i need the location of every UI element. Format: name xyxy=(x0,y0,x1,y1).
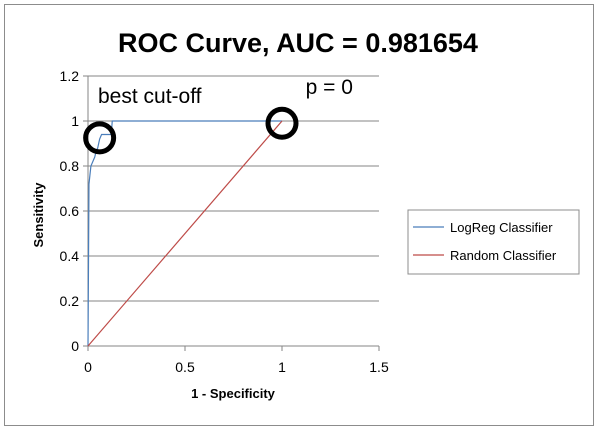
y-tick-label: 0.6 xyxy=(60,203,80,219)
chart-title: ROC Curve, AUC = 0.981654 xyxy=(118,28,478,58)
roc-chart: ROC Curve, AUC = 0.981654 0 0.5 1 1.5 00.20… xyxy=(4,4,594,426)
annotations: best cut-off p = 0 xyxy=(83,76,353,155)
y-tick-label: 1 xyxy=(71,113,79,129)
marker-best-cutoff xyxy=(83,121,117,155)
x-tick-label: 0 xyxy=(84,359,92,375)
series-line-1 xyxy=(87,120,283,347)
annotation-label: best cut-off xyxy=(98,85,202,108)
legend: LogReg Classifier Random Classifier xyxy=(407,209,580,275)
marker-p-zero xyxy=(265,106,299,140)
legend-box xyxy=(407,209,580,275)
y-tick-label: 0.8 xyxy=(60,158,80,174)
annotation-label: p = 0 xyxy=(306,76,353,99)
legend-label-logreg: LogReg Classifier xyxy=(450,220,553,235)
x-tick-label: 0.5 xyxy=(175,359,195,375)
x-tick-labels: 0 0.5 1 1.5 xyxy=(84,359,389,375)
y-tick-label: 0.2 xyxy=(60,293,80,309)
x-tick-label: 1.5 xyxy=(369,359,389,375)
y-tick-label: 0 xyxy=(71,338,79,354)
legend-label-random: Random Classifier xyxy=(450,248,557,263)
y-tick-label: 0.4 xyxy=(60,248,80,264)
x-axis-label: 1 - Specificity xyxy=(191,386,276,401)
y-tick-label: 1.2 xyxy=(60,68,80,84)
y-axis-label: Sensitivity xyxy=(31,182,46,248)
y-tick-labels: 0 0.2 0.4 0.6 0.8 1 1.2 xyxy=(60,68,80,354)
x-tick-label: 1 xyxy=(278,359,286,375)
